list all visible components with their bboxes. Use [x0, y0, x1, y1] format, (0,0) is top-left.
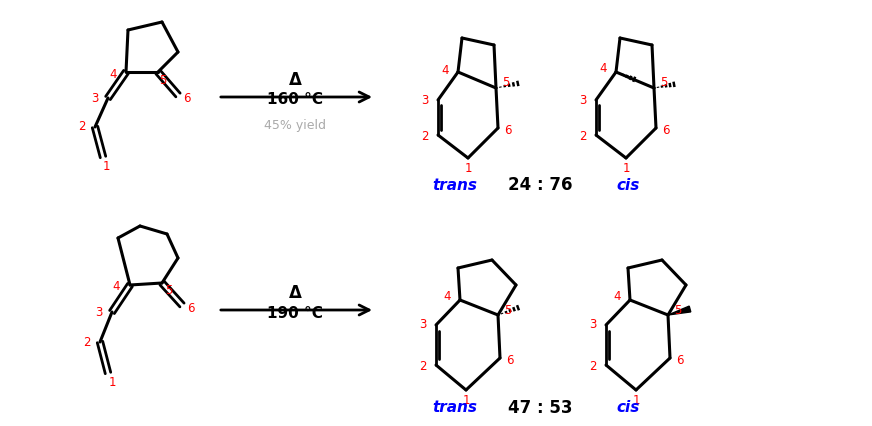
Text: 2: 2 — [589, 360, 596, 374]
Text: 4: 4 — [112, 280, 119, 294]
Text: 1: 1 — [632, 394, 640, 406]
Text: cis: cis — [617, 178, 640, 193]
Text: 5: 5 — [674, 303, 682, 317]
Text: 24 : 76: 24 : 76 — [508, 176, 572, 194]
Text: trans: trans — [433, 178, 478, 193]
Text: 3: 3 — [421, 93, 429, 106]
Text: 3: 3 — [579, 93, 587, 106]
Text: 47 : 53: 47 : 53 — [508, 399, 572, 417]
Text: 5: 5 — [502, 77, 510, 89]
Text: 4: 4 — [599, 61, 607, 75]
Text: 1: 1 — [464, 161, 472, 175]
Text: 5: 5 — [660, 77, 668, 89]
Text: 2: 2 — [421, 130, 429, 144]
Text: 4: 4 — [443, 290, 451, 302]
Text: 2: 2 — [419, 360, 426, 374]
Text: 1: 1 — [108, 375, 116, 389]
Text: 6: 6 — [183, 92, 191, 104]
Text: 6: 6 — [677, 354, 684, 366]
Polygon shape — [668, 306, 691, 315]
Text: 1: 1 — [102, 159, 110, 173]
Text: cis: cis — [617, 400, 640, 415]
Text: trans: trans — [433, 400, 478, 415]
Text: 3: 3 — [419, 319, 426, 331]
Text: 1: 1 — [623, 161, 630, 175]
Text: 45% yield: 45% yield — [264, 118, 326, 132]
Text: 6: 6 — [187, 302, 194, 314]
Text: 6: 6 — [507, 354, 514, 366]
Text: 1: 1 — [462, 394, 470, 406]
Text: 4: 4 — [613, 290, 621, 302]
Text: 5: 5 — [504, 303, 512, 317]
Text: 3: 3 — [92, 92, 99, 104]
Text: 5: 5 — [166, 283, 173, 296]
Text: 6: 6 — [504, 124, 512, 136]
Text: 4: 4 — [109, 67, 117, 81]
Text: 2: 2 — [83, 336, 91, 348]
Text: Δ: Δ — [289, 284, 302, 302]
Text: 3: 3 — [589, 319, 596, 331]
Text: 6: 6 — [662, 124, 670, 136]
Text: 4: 4 — [441, 63, 449, 77]
Text: 5: 5 — [160, 74, 167, 86]
Text: 3: 3 — [95, 305, 103, 319]
Text: 190 °C: 190 °C — [267, 305, 323, 320]
Text: 160 °C: 160 °C — [267, 92, 323, 107]
Text: 2: 2 — [579, 130, 587, 144]
Text: Δ: Δ — [289, 71, 302, 89]
Text: 2: 2 — [78, 121, 85, 133]
